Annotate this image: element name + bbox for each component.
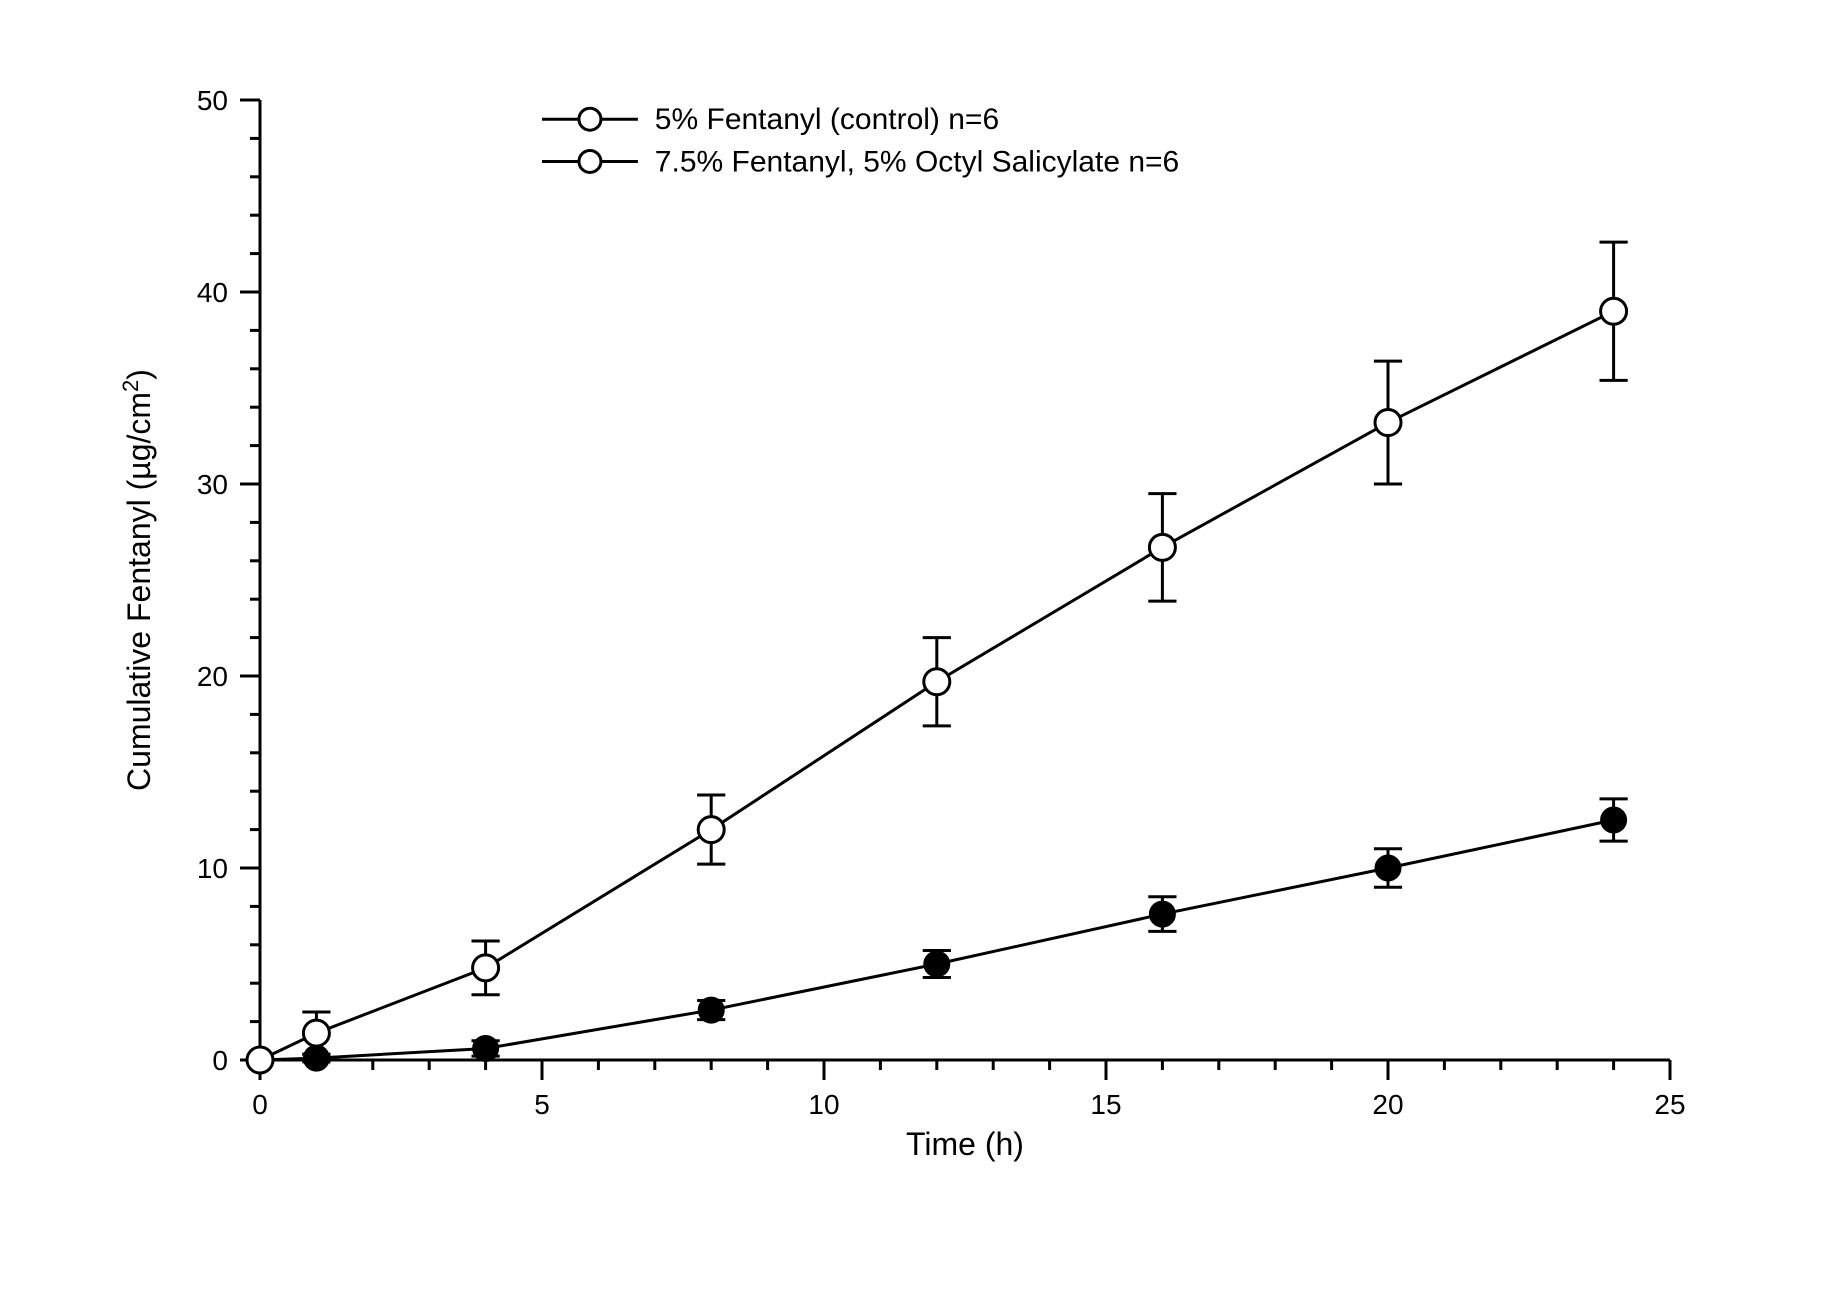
data-point-control: [1376, 856, 1400, 880]
data-point-control: [1150, 902, 1174, 926]
y-tick-label: 40: [197, 277, 228, 308]
y-tick-label: 30: [197, 469, 228, 500]
chart-svg: 0 5 10 15 20 25 Time (h) 0 10 20 30 40 50 Cumulative …: [0, 0, 1832, 1316]
axes: [260, 100, 1670, 1060]
data-point-octyl-salicylate: [1601, 298, 1627, 324]
x-tick-label: 20: [1372, 1089, 1403, 1120]
data-point-control: [1602, 808, 1626, 832]
legend-label: 7.5% Fentanyl, 5% Octyl Salicylate n=6: [655, 145, 1179, 178]
data-point-control: [699, 998, 723, 1022]
data-point-control: [474, 1036, 498, 1060]
y-tick-label: 0: [212, 1045, 228, 1076]
data-point-octyl-salicylate: [698, 817, 724, 843]
x-axis-title: Time (h): [906, 1126, 1024, 1162]
x-tick-label: 5: [534, 1089, 550, 1120]
legend-marker: [579, 108, 601, 130]
y-tick-label: 50: [197, 85, 228, 116]
chart-container: 0 5 10 15 20 25 Time (h) 0 10 20 30 40 50 Cumulative …: [0, 0, 1832, 1316]
x-tick-label: 0: [252, 1089, 268, 1120]
data-point-octyl-salicylate: [1375, 410, 1401, 436]
y-axis-title: Cumulative Fentanyl (µg/cm2): [118, 369, 158, 791]
x-tick-label: 10: [808, 1089, 839, 1120]
x-tick-label: 15: [1090, 1089, 1121, 1120]
data-point-octyl-salicylate: [924, 669, 950, 695]
y-tick-label: 20: [197, 661, 228, 692]
data-point-octyl-salicylate: [247, 1047, 273, 1073]
data-point-octyl-salicylate: [303, 1020, 329, 1046]
data-point-control: [925, 952, 949, 976]
data-point-octyl-salicylate: [473, 955, 499, 981]
legend-label: 5% Fentanyl (control) n=6: [655, 103, 999, 136]
x-tick-label: 25: [1654, 1089, 1685, 1120]
data-point-octyl-salicylate: [1149, 534, 1175, 560]
series-line-control: [260, 820, 1614, 1060]
legend-marker: [579, 150, 601, 172]
y-tick-label: 10: [197, 853, 228, 884]
